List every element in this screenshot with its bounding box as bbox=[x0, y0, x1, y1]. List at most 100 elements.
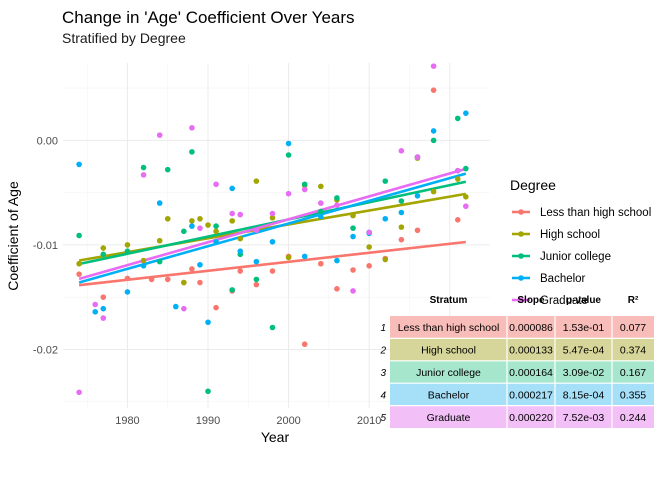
legend-key-point bbox=[518, 275, 524, 281]
data-point bbox=[454, 217, 461, 223]
data-point bbox=[318, 200, 324, 206]
y-tick-label: -0.01 bbox=[33, 240, 58, 252]
data-point bbox=[213, 304, 219, 311]
data-point bbox=[213, 181, 219, 188]
table-cell: 0.000217 bbox=[509, 389, 553, 401]
legend-title: Degree bbox=[510, 177, 556, 193]
data-point bbox=[237, 268, 244, 274]
legend-label: Junior college bbox=[540, 251, 611, 263]
table-row-bg bbox=[390, 405, 654, 428]
data-point bbox=[454, 167, 461, 174]
data-points bbox=[76, 63, 469, 396]
data-point bbox=[414, 154, 421, 160]
table-row-index: 3 bbox=[380, 368, 386, 379]
data-point bbox=[197, 225, 203, 231]
x-tick-label: 2010 bbox=[357, 415, 381, 427]
data-point bbox=[76, 232, 82, 239]
data-point bbox=[382, 215, 389, 222]
table-cell: 0.167 bbox=[620, 367, 646, 379]
data-point bbox=[140, 263, 147, 269]
data-point bbox=[334, 257, 340, 264]
data-point bbox=[253, 178, 260, 184]
stats-table: Stratum Slope p-value R² 1 Less than high sch… bbox=[379, 295, 654, 428]
fit-line bbox=[78, 240, 466, 287]
data-point bbox=[253, 258, 260, 265]
data-point bbox=[189, 218, 195, 224]
data-point bbox=[269, 268, 276, 274]
table-cell: 0.355 bbox=[620, 389, 646, 401]
table-cell: Less than high school bbox=[398, 322, 500, 334]
data-point bbox=[100, 305, 107, 312]
table-row-index: 1 bbox=[380, 323, 386, 334]
table-header: R² bbox=[628, 295, 639, 306]
data-point bbox=[382, 256, 389, 263]
table-cell: Graduate bbox=[427, 412, 471, 424]
data-point bbox=[318, 213, 324, 220]
x-tick-label: 1990 bbox=[196, 415, 220, 427]
data-point bbox=[430, 128, 437, 134]
y-axis-label: Coefficient of Age bbox=[5, 181, 21, 291]
data-point bbox=[318, 260, 324, 267]
data-point bbox=[237, 235, 244, 242]
table-cell: 0.000086 bbox=[509, 322, 553, 334]
data-point bbox=[140, 257, 147, 264]
data-point bbox=[301, 253, 308, 260]
data-point bbox=[229, 218, 235, 224]
data-point bbox=[189, 266, 195, 272]
legend-key-point bbox=[518, 253, 524, 259]
data-point bbox=[172, 303, 179, 310]
table-row-bg bbox=[390, 316, 654, 339]
legend-key-point bbox=[518, 297, 524, 303]
data-point bbox=[156, 200, 163, 206]
data-point bbox=[100, 245, 107, 251]
table-cell: 0.077 bbox=[620, 322, 646, 334]
data-point bbox=[213, 223, 219, 229]
data-point bbox=[156, 258, 163, 265]
data-point bbox=[301, 186, 308, 193]
data-point bbox=[124, 289, 131, 295]
data-point bbox=[414, 227, 421, 234]
data-point bbox=[100, 315, 107, 321]
fit-line bbox=[78, 172, 467, 284]
table-cell: 5.47e-04 bbox=[563, 345, 605, 357]
data-point bbox=[164, 215, 171, 222]
data-point bbox=[463, 194, 469, 200]
chart-subtitle: Stratified by Degree bbox=[62, 30, 186, 46]
data-point bbox=[164, 166, 171, 173]
data-point bbox=[181, 305, 187, 312]
data-point bbox=[430, 87, 437, 93]
data-point bbox=[463, 110, 469, 116]
table-row-index: 2 bbox=[379, 346, 386, 357]
table-cell: 0.000220 bbox=[509, 412, 553, 424]
data-point bbox=[205, 319, 211, 326]
table-header: Slope bbox=[517, 295, 545, 306]
data-point bbox=[269, 238, 276, 245]
legend-key-point bbox=[518, 231, 524, 237]
data-point bbox=[301, 341, 308, 348]
data-point bbox=[334, 202, 340, 208]
data-point bbox=[100, 251, 107, 258]
legend-label: Graduate bbox=[540, 295, 588, 307]
table-cell: 7.52e-03 bbox=[563, 412, 605, 424]
data-point bbox=[76, 271, 82, 277]
data-point bbox=[318, 183, 324, 190]
table-cell: 0.374 bbox=[620, 345, 646, 357]
legend-label: Less than high school bbox=[540, 207, 651, 219]
data-point bbox=[350, 233, 356, 240]
table-row-bg bbox=[390, 338, 654, 361]
data-point bbox=[76, 389, 82, 396]
fit-lines bbox=[78, 167, 467, 287]
data-point bbox=[285, 152, 292, 158]
table-cell: 0.000164 bbox=[509, 367, 553, 379]
x-tick-label: 2000 bbox=[276, 415, 300, 427]
data-point bbox=[454, 176, 461, 182]
data-point bbox=[430, 137, 437, 144]
data-point bbox=[189, 125, 195, 131]
table-row-index: 5 bbox=[380, 413, 386, 424]
data-point bbox=[92, 309, 99, 315]
data-point bbox=[124, 248, 131, 254]
data-point bbox=[124, 242, 131, 248]
data-point bbox=[156, 237, 163, 244]
data-point bbox=[213, 228, 219, 235]
table-cell: 8.15e-04 bbox=[563, 389, 605, 401]
